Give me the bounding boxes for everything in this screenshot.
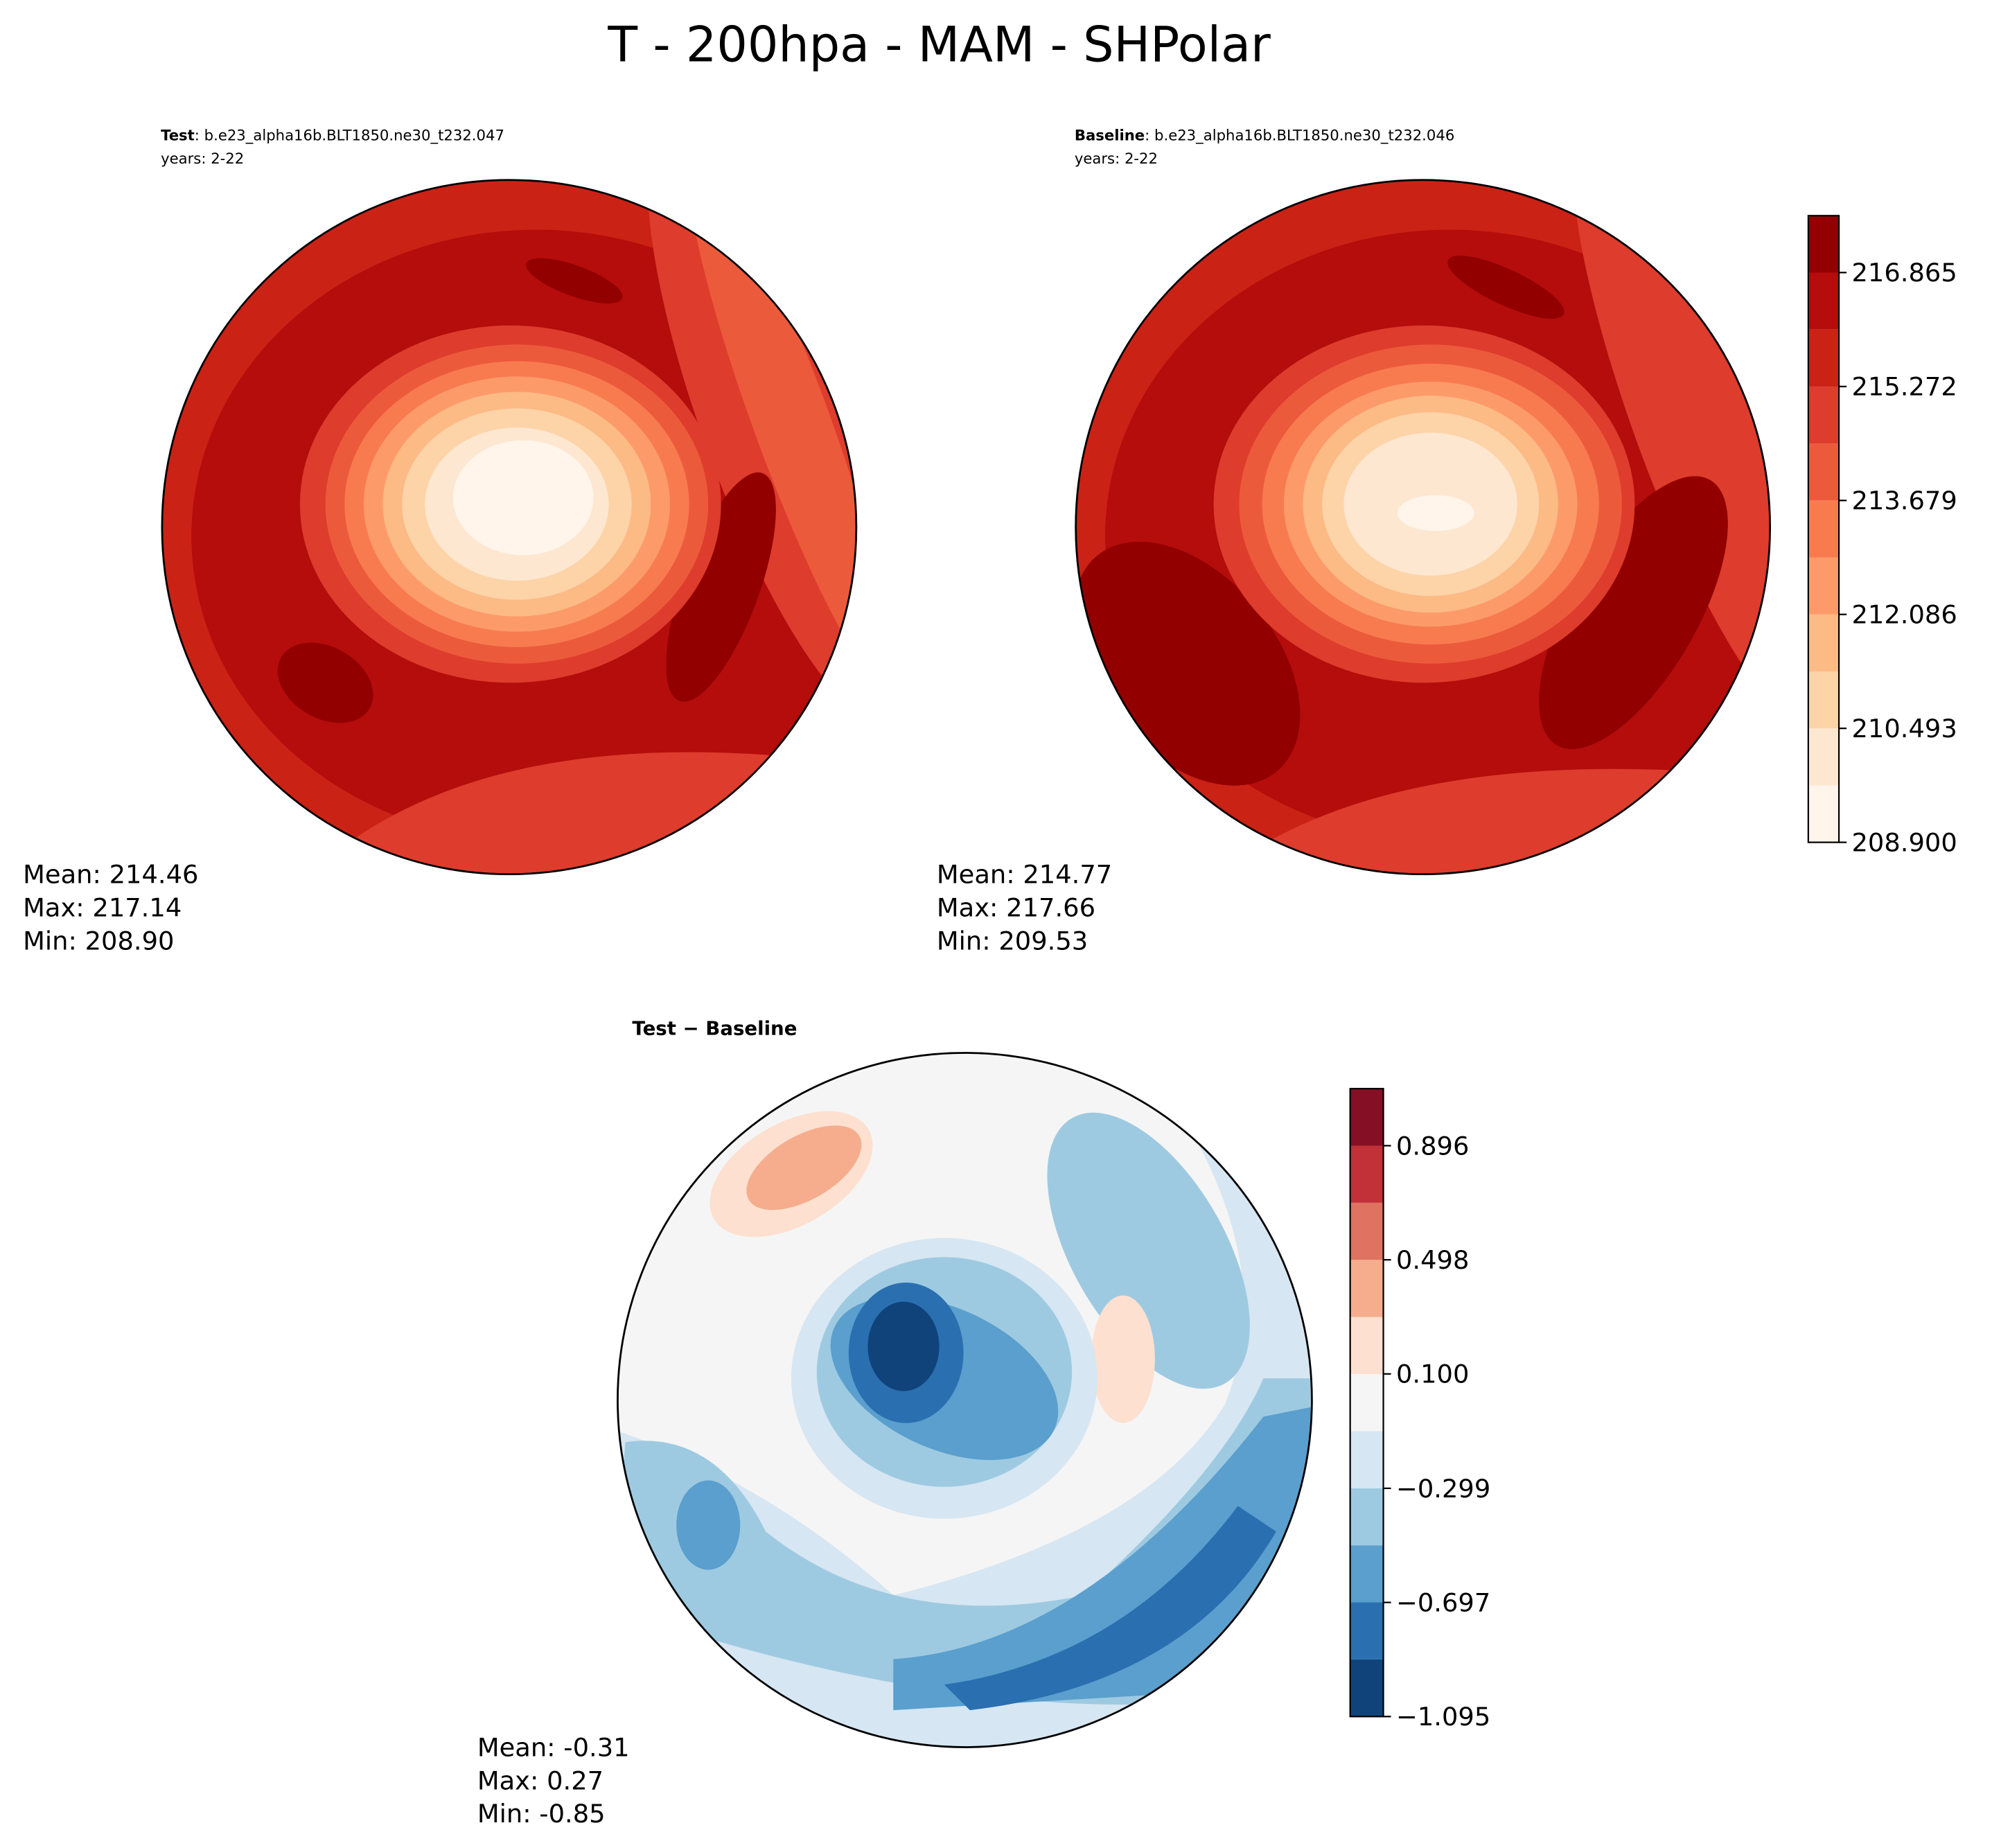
panel-label: Baseline xyxy=(1075,127,1145,144)
stat: Mean: -0.31 xyxy=(477,1732,630,1762)
stat: Max: 217.14 xyxy=(23,892,182,922)
colorbar-band xyxy=(1808,386,1840,444)
field-map xyxy=(1075,179,1770,874)
colorbar-band xyxy=(1808,614,1840,671)
colorbar-tick-label: 0.498 xyxy=(1396,1245,1469,1275)
colorbar-band xyxy=(1808,557,1840,615)
colorbar-band xyxy=(1808,500,1840,558)
figure-title: T - 200hpa - MAM - SHPolar xyxy=(607,16,1271,73)
field-map xyxy=(161,179,856,874)
colorbar-band xyxy=(1350,1373,1384,1432)
colorbar-tick-label: −1.095 xyxy=(1396,1702,1490,1732)
colorbar-band xyxy=(1350,1260,1384,1317)
colorbar-tick-label: 0.100 xyxy=(1396,1359,1469,1389)
colorbar-tick-label: −0.697 xyxy=(1396,1587,1490,1617)
stat: Min: -0.85 xyxy=(477,1799,606,1829)
colorbar-band xyxy=(1350,1545,1384,1603)
colorbar-band xyxy=(1808,785,1840,843)
colorbar-tick-label: 210.493 xyxy=(1852,714,1957,743)
panel-label: Test xyxy=(161,127,195,144)
stat: Max: 0.27 xyxy=(477,1766,603,1795)
map-boundary xyxy=(617,1052,1313,1748)
colorbar-band xyxy=(1808,329,1840,387)
stat: Min: 208.90 xyxy=(23,926,174,956)
colorbar-tick-label: 0.896 xyxy=(1396,1131,1469,1161)
colorbar-band xyxy=(1808,728,1840,786)
colorbar-tick-label: 216.865 xyxy=(1852,258,1957,288)
colorbar-band xyxy=(1808,215,1840,273)
panel-title: Test: b.e23_alpha16b.BLT1850.ne30_t232.0… xyxy=(161,127,504,145)
colorbar-band xyxy=(1350,1202,1384,1260)
stat: Mean: 214.46 xyxy=(23,860,198,890)
colorbar-tick-label: 215.272 xyxy=(1852,372,1957,402)
colorbar-band xyxy=(1350,1145,1384,1203)
years: years: 2-22 xyxy=(161,150,244,167)
stat: Min: 209.53 xyxy=(937,926,1088,956)
panel-title: Test − Baseline xyxy=(632,1017,797,1040)
map-boundary xyxy=(161,179,858,876)
colorbar-band xyxy=(1350,1602,1384,1660)
case-name: : b.e23_alpha16b.BLT1850.ne30_t232.046 xyxy=(1145,127,1454,145)
stat: Mean: 214.77 xyxy=(937,860,1112,890)
colorbar-band xyxy=(1808,272,1840,330)
colorbar-band xyxy=(1350,1317,1384,1374)
colorbar-tick-label: 212.086 xyxy=(1852,600,1957,630)
colorbar-tick-label: 208.900 xyxy=(1852,828,1957,858)
colorbar-band xyxy=(1350,1431,1384,1488)
colorbar-band xyxy=(1350,1659,1384,1717)
stat: Max: 217.66 xyxy=(937,892,1095,922)
colorbar-band xyxy=(1350,1089,1384,1146)
years: years: 2-22 xyxy=(1075,150,1158,167)
field-map xyxy=(617,1053,1312,1748)
case-name: : b.e23_alpha16b.BLT1850.ne30_t232.047 xyxy=(195,127,504,145)
colorbar-band xyxy=(1350,1488,1384,1546)
colorbar-tick-label: −0.299 xyxy=(1396,1474,1490,1504)
colorbar-frame xyxy=(1807,215,1840,843)
colorbar-band xyxy=(1808,671,1840,729)
colorbar-band xyxy=(1808,443,1840,501)
colorbar-frame xyxy=(1349,1087,1384,1718)
colorbar-tick-label: 213.679 xyxy=(1852,486,1957,516)
panel-title: Baseline: b.e23_alpha16b.BLT1850.ne30_t2… xyxy=(1075,127,1455,145)
map-boundary xyxy=(1075,179,1772,876)
